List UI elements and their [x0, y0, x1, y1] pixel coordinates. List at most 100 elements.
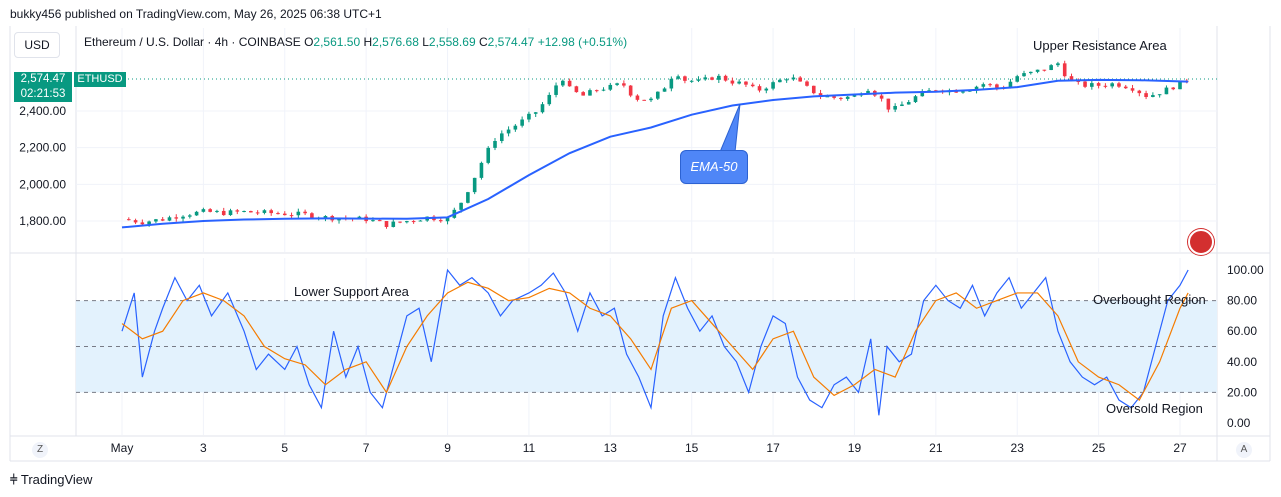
- upper-resistance-label: Upper Resistance Area: [1033, 38, 1167, 53]
- candle-down: [303, 211, 307, 214]
- candle-up: [486, 147, 491, 163]
- candle-up: [825, 96, 830, 98]
- candle-up: [513, 125, 518, 130]
- chart-background: [0, 26, 1281, 497]
- currency-label[interactable]: USD: [14, 32, 60, 58]
- candle-down: [757, 86, 762, 91]
- candle-down: [744, 81, 748, 85]
- candle-down: [1096, 83, 1101, 86]
- lower-support-label: Lower Support Area: [294, 284, 409, 299]
- symbol-legend: Ethereum / U.S. Dollar · 4h · COINBASE O…: [84, 35, 628, 49]
- time-tick-label: 23: [1011, 441, 1025, 455]
- auto-scale-button[interactable]: A: [1236, 442, 1252, 458]
- candle-down: [839, 97, 843, 99]
- ema-callout: EMA-50: [680, 150, 748, 184]
- close-value: 2,574.47: [487, 35, 535, 49]
- candle-up: [540, 104, 545, 113]
- candle-down: [1130, 88, 1135, 91]
- stoch-tick-label: 80.00: [1227, 294, 1257, 308]
- candle-up: [866, 90, 870, 94]
- ticker-label: ETHUSD: [74, 72, 126, 87]
- publisher-text: bukky456 published on TradingView.com, M…: [10, 7, 382, 21]
- candle-up: [533, 112, 538, 114]
- candle-up: [479, 162, 484, 178]
- ema50-line: [121, 78, 1189, 229]
- candle-up: [499, 133, 504, 141]
- open-value: 2,561.50: [313, 35, 361, 49]
- candle-down: [269, 210, 274, 214]
- candle-up: [466, 192, 470, 203]
- candle-up: [228, 210, 233, 216]
- candle-up: [459, 202, 463, 210]
- candle-down: [567, 80, 572, 87]
- last-price-tag: 2,574.47 02:21:53 ETHUSD: [14, 72, 127, 102]
- candle-up: [405, 221, 409, 223]
- candle-down: [798, 77, 803, 82]
- candle-up: [913, 96, 918, 103]
- candle-up: [601, 89, 606, 91]
- candle-down: [1123, 86, 1128, 89]
- candle-down: [750, 84, 755, 87]
- candle-up: [778, 79, 782, 83]
- time-tick-label: 25: [1092, 441, 1106, 455]
- candle-up: [561, 80, 565, 86]
- stoch-tick-label: 40.00: [1227, 355, 1257, 369]
- stoch-d-line: [121, 281, 1189, 401]
- candle-down: [208, 209, 212, 212]
- candle-down: [594, 90, 599, 92]
- candle-down: [879, 95, 884, 99]
- logo-icon: ⫩: [10, 472, 18, 487]
- stoch-tick-label: 20.00: [1227, 385, 1257, 399]
- candle-up: [391, 221, 396, 227]
- candle-down: [1062, 63, 1067, 77]
- candle-up: [1110, 83, 1114, 87]
- flag-icon[interactable]: [1188, 229, 1214, 255]
- candle-up: [371, 220, 375, 222]
- stoch-tick-label: 0.00: [1227, 416, 1251, 430]
- candle-down: [276, 213, 280, 215]
- candle-up: [784, 79, 789, 81]
- candle-up: [547, 94, 552, 105]
- candle-down: [723, 75, 728, 81]
- candle-up: [696, 79, 701, 81]
- candle-up: [554, 85, 558, 95]
- candle-down: [622, 83, 626, 86]
- candle-down: [832, 96, 836, 98]
- price-tick-label: 2,000.00: [19, 177, 66, 191]
- candle-down: [398, 221, 402, 223]
- candle-down: [1137, 90, 1142, 94]
- candle-down: [310, 213, 314, 219]
- tradingview-logo: ⫩ TradingView: [10, 472, 92, 488]
- candle-up: [445, 217, 450, 222]
- candle-up: [717, 75, 721, 80]
- candle-down: [574, 86, 579, 93]
- candle-up: [1028, 71, 1033, 74]
- candle-up: [737, 81, 741, 84]
- candle-up: [845, 96, 850, 99]
- candle-up: [1015, 76, 1020, 82]
- time-tick-label: 3: [200, 441, 207, 455]
- time-tick-label: 19: [848, 441, 862, 455]
- candle-down: [249, 210, 253, 213]
- candle-up: [608, 84, 613, 90]
- candle-down: [282, 213, 287, 216]
- candle-up: [771, 82, 775, 89]
- candle-down: [174, 217, 179, 219]
- candle-up: [669, 78, 674, 89]
- candle-up: [615, 83, 619, 85]
- candle-up: [703, 77, 708, 80]
- candle-up: [1056, 63, 1060, 66]
- candle-up: [906, 102, 911, 105]
- time-tick-label: 7: [363, 441, 370, 455]
- candle-up: [472, 177, 477, 193]
- candle-down: [1117, 83, 1121, 87]
- timezone-toggle-button[interactable]: Z: [32, 442, 48, 458]
- price-tick-label: 2,400.00: [19, 104, 66, 118]
- candle-down: [628, 85, 633, 96]
- candle-up: [323, 216, 328, 218]
- candle-up: [764, 88, 769, 91]
- time-tick-label: 15: [685, 441, 699, 455]
- candle-down: [221, 210, 226, 216]
- candle-up: [920, 91, 925, 97]
